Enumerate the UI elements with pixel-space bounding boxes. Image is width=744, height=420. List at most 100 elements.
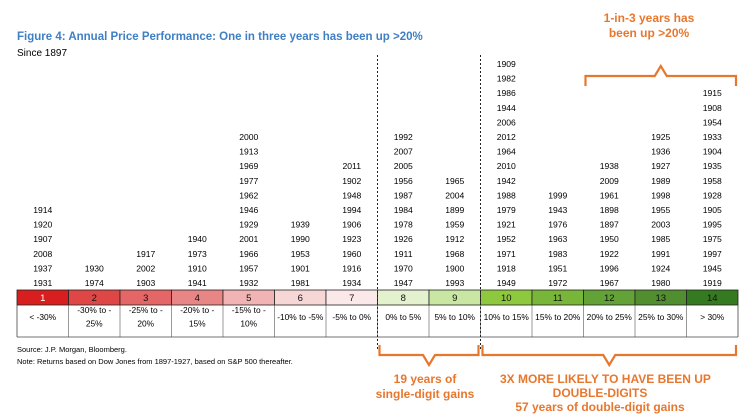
- year-label: 1993: [445, 278, 464, 288]
- range-label: -25% to -: [129, 305, 163, 315]
- bin-number: 9: [452, 293, 457, 304]
- year-label: 1952: [497, 234, 516, 244]
- year-label: 1922: [600, 249, 619, 259]
- range-label: 15% to 20%: [535, 312, 581, 322]
- year-label: 1938: [600, 161, 619, 171]
- year-label: 1930: [85, 263, 104, 273]
- year-label: 2005: [394, 161, 413, 171]
- year-label: 2000: [239, 132, 258, 142]
- year-label: 1918: [497, 263, 516, 273]
- year-label: 1988: [497, 190, 516, 200]
- range-label: -30% to -: [77, 305, 111, 315]
- year-label: 2003: [651, 220, 670, 230]
- year-label: 1932: [239, 278, 258, 288]
- year-label: 1907: [33, 234, 52, 244]
- range-label: -15% to -: [232, 305, 266, 315]
- year-label: 1953: [291, 249, 310, 259]
- year-label: 2010: [497, 161, 516, 171]
- year-label: 1899: [445, 205, 464, 215]
- year-label: 1985: [651, 234, 670, 244]
- year-label: 1969: [239, 161, 258, 171]
- year-label: 1976: [548, 220, 567, 230]
- year-label: 1928: [703, 190, 722, 200]
- annotation-double-line: DOUBLE-DIGITS: [552, 386, 648, 400]
- bin-number: 5: [246, 293, 251, 304]
- year-label: 2004: [445, 190, 464, 200]
- range-label: < -30%: [29, 312, 56, 322]
- annotation-double-line: 3X MORE LIKELY TO HAVE BEEN UP: [500, 372, 711, 386]
- year-label: 2007: [394, 147, 413, 157]
- range-label: -5% to 0%: [332, 312, 371, 322]
- year-label: 1960: [342, 249, 361, 259]
- annotation-double-digit: 3X MORE LIKELY TO HAVE BEEN UP DOUBLE-DI…: [500, 372, 711, 414]
- range-label: -20% to -: [180, 305, 214, 315]
- year-label: 1955: [651, 205, 670, 215]
- year-label: 1973: [188, 249, 207, 259]
- year-label: 1963: [548, 234, 567, 244]
- year-label: 1909: [497, 59, 516, 69]
- year-label: 1914: [33, 205, 52, 215]
- year-label: 1940: [188, 234, 207, 244]
- year-label: 1977: [239, 176, 258, 186]
- year-label: 1924: [651, 263, 670, 273]
- year-label: 1971: [497, 249, 516, 259]
- bin-number: 13: [655, 293, 666, 304]
- year-label: 1956: [394, 176, 413, 186]
- year-label: 1944: [497, 103, 516, 113]
- bin-number: 2: [92, 293, 97, 304]
- year-label: 2011: [343, 161, 362, 171]
- year-label: 1926: [394, 234, 413, 244]
- annotation-one-in-three: 1-in-3 years has been up >20%: [594, 11, 704, 41]
- annotation-single-line: 19 years of: [393, 372, 457, 386]
- year-label: 1927: [651, 161, 670, 171]
- year-label: 1981: [291, 278, 310, 288]
- year-label: 1919: [703, 278, 722, 288]
- page-title: Figure 4: Annual Price Performance: One …: [17, 31, 423, 43]
- year-label: 1921: [497, 220, 516, 230]
- year-label: 1901: [291, 263, 310, 273]
- range-label: 10%: [240, 319, 257, 329]
- year-label: 1942: [497, 176, 516, 186]
- range-label: -10% to -5%: [277, 312, 324, 322]
- year-label: 1999: [548, 190, 567, 200]
- year-label: 1904: [703, 147, 722, 157]
- annotation-single-line: single-digit gains: [375, 387, 475, 401]
- year-label: 1957: [239, 263, 258, 273]
- page-subtitle: Since 1897: [17, 48, 68, 59]
- year-label: 1972: [548, 278, 567, 288]
- range-label: 25%: [86, 319, 103, 329]
- year-label: 1929: [239, 220, 258, 230]
- year-label: 1947: [394, 278, 413, 288]
- bin-number: 7: [349, 293, 354, 304]
- year-label: 1978: [394, 220, 413, 230]
- range-label: 25% to 30%: [638, 312, 684, 322]
- year-label: 1954: [703, 117, 722, 127]
- annotation-double-line: 57 years of double-digit gains: [515, 400, 685, 414]
- year-label: 1979: [497, 205, 516, 215]
- year-label: 1934: [342, 278, 361, 288]
- range-label: 20%: [137, 319, 154, 329]
- year-label: 1995: [703, 220, 722, 230]
- year-label: 1910: [188, 263, 207, 273]
- year-label: 1967: [600, 278, 619, 288]
- year-label: 1959: [445, 220, 464, 230]
- year-label: 1989: [651, 176, 670, 186]
- year-label: 1983: [548, 249, 567, 259]
- year-label: 1987: [394, 190, 413, 200]
- year-label: 1970: [394, 263, 413, 273]
- year-label: 1950: [600, 234, 619, 244]
- annotation-single-digit: 19 years of single-digit gains: [370, 372, 480, 402]
- range-label: 15%: [189, 319, 206, 329]
- bin-number: 12: [604, 293, 615, 304]
- year-label: 1945: [703, 263, 722, 273]
- annotation-top-line: 1-in-3 years has: [603, 11, 695, 25]
- year-label: 1915: [703, 88, 722, 98]
- year-label: 1974: [85, 278, 104, 288]
- year-label: 1908: [703, 103, 722, 113]
- year-label: 1931: [33, 278, 52, 288]
- year-label: 1964: [497, 147, 516, 157]
- year-label: 2009: [600, 176, 619, 186]
- year-label: 1923: [342, 234, 361, 244]
- year-label: 1948: [342, 190, 361, 200]
